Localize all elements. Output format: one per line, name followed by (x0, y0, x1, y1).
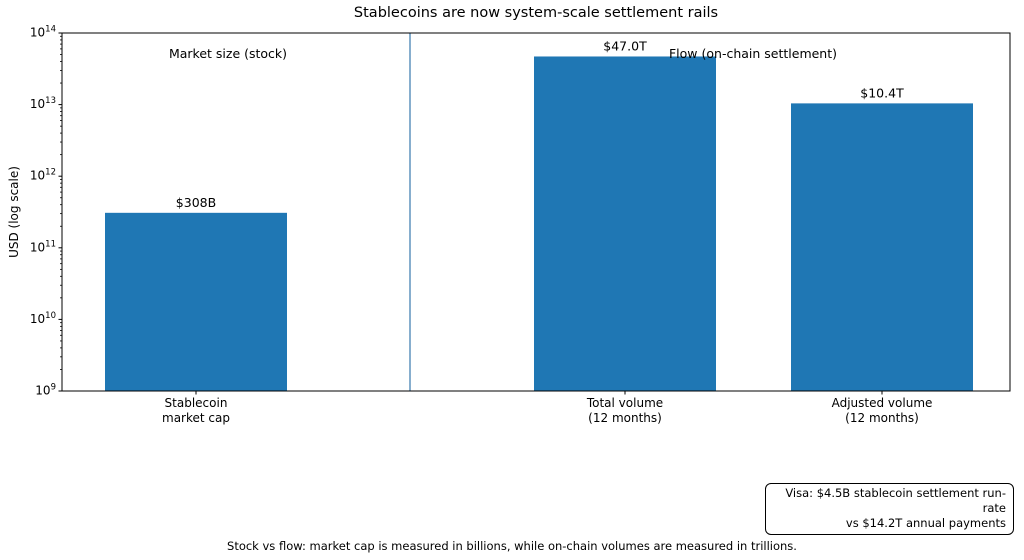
bar-value-label: $47.0T (603, 38, 647, 53)
y-tick-label: 1010 (30, 311, 56, 326)
x-tick-label: Adjusted volume (12 months) (832, 396, 933, 425)
chart-title: Stablecoins are now system-scale settlem… (353, 5, 719, 21)
y-tick-label: 109 (35, 383, 56, 398)
annotation-market-size: Market size (stock) (168, 46, 288, 61)
bar (534, 56, 716, 392)
bar-value-label: $308B (176, 195, 216, 210)
bar-value-label: $10.4T (860, 85, 904, 100)
y-tick-label: 1013 (30, 96, 56, 111)
visa-annotation-line-2: vs $14.2T annual payments (845, 516, 1006, 530)
y-tick-label: 1014 (30, 25, 56, 40)
plot-border (61, 32, 1011, 392)
visa-annotation-line-1: Visa: $4.5B stablecoin settlement run-ra… (785, 486, 1006, 515)
annotation-flow: Flow (on-chain settlement) (668, 46, 838, 61)
y-tick-label: 1011 (30, 239, 56, 254)
x-tick-label: Total volume (12 months) (586, 396, 663, 425)
x-tick-label: Stablecoin market cap (162, 396, 230, 425)
bar (791, 103, 973, 392)
plot-area: $308B $47.0T $10.4T 109 1010 1011 1012 1013 1014… (30, 25, 1011, 425)
y-tick-label: 1012 (30, 168, 56, 183)
figure-caption: Stock vs flow: market cap is measured in… (227, 539, 797, 553)
visa-annotation-box: Visa: $4.5B stablecoin settlement run-ra… (765, 483, 1014, 535)
bar (105, 212, 287, 391)
